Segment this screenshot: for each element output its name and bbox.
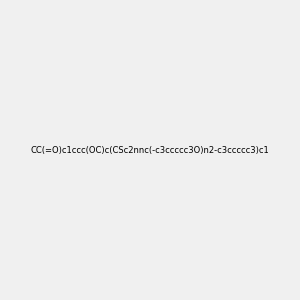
Text: CC(=O)c1ccc(OC)c(CSc2nnc(-c3ccccc3O)n2-c3ccccc3)c1: CC(=O)c1ccc(OC)c(CSc2nnc(-c3ccccc3O)n2-c…	[31, 146, 269, 154]
